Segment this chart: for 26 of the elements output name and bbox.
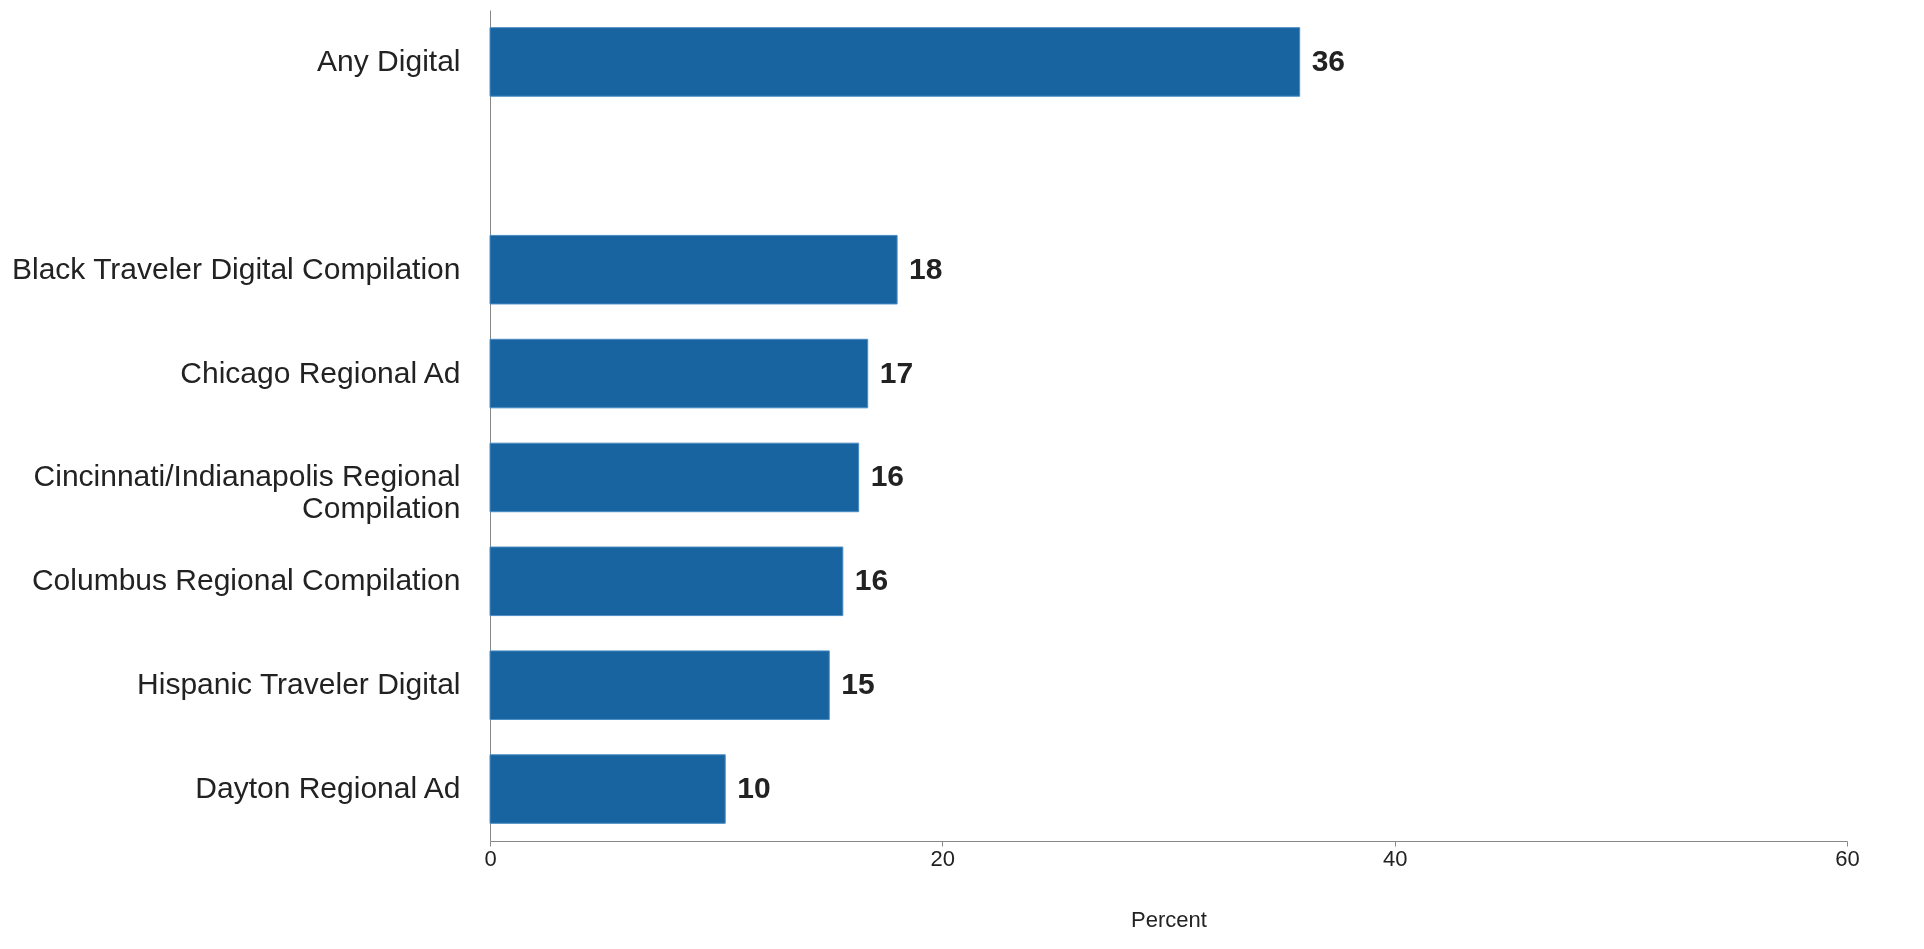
data-label: 10 — [737, 771, 771, 805]
bar — [489, 442, 860, 513]
y-tick-label: Black Traveler Digital Compilation — [11, 251, 461, 285]
y-tick-label: Hispanic Traveler Digital — [137, 667, 461, 701]
data-label: 16 — [870, 459, 905, 493]
x-tick-label: 0 — [484, 845, 497, 871]
data-label: 36 — [1311, 43, 1346, 77]
y-tick-label: Dayton Regional Ad — [195, 771, 461, 805]
bar — [489, 234, 898, 305]
y-tick-label: Chicago Regional Ad — [180, 355, 461, 389]
bar — [489, 754, 726, 824]
data-label: 17 — [879, 355, 914, 389]
x-tick-label: 60 — [1835, 845, 1860, 871]
bar — [489, 546, 844, 617]
x-tick-label: 20 — [930, 845, 956, 871]
bar — [489, 27, 1301, 97]
y-tick-label: Columbus Regional Compilation — [31, 563, 461, 597]
x-axis-title: Percent — [1131, 906, 1207, 932]
data-label: 18 — [909, 251, 943, 285]
y-tick-label: Any Digital — [317, 43, 461, 77]
data-label: 15 — [841, 667, 875, 701]
y-tick-label: Cincinnati/Indianapolis Regional Compilation — [33, 459, 461, 525]
bar — [489, 338, 869, 409]
x-tick-label: 40 — [1382, 845, 1408, 871]
data-label: 16 — [854, 563, 889, 597]
bar — [489, 650, 830, 720]
